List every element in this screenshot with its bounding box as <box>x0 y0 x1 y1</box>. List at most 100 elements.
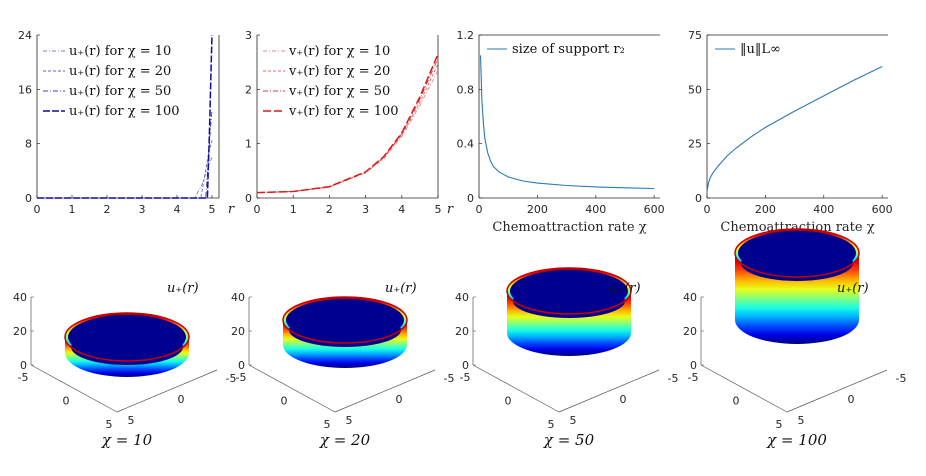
series-line <box>706 66 883 192</box>
cylinder-rim <box>282 296 408 344</box>
legend-entry: u₊(r) for χ = 50 <box>69 84 171 99</box>
cylinder-floor <box>741 245 853 281</box>
legend-entry: v₊(r) for χ = 50 <box>288 84 390 99</box>
series-line <box>37 109 213 199</box>
legend-entry: v₊(r) for χ = 20 <box>288 64 390 79</box>
x-tick-label: -5 <box>18 371 29 384</box>
x-tick-label: 0 <box>505 395 512 408</box>
z-axis-label: u₊(r) <box>609 281 641 296</box>
panel-caption: χ = 100 <box>766 431 827 449</box>
y-tick-label: 0 <box>245 192 252 205</box>
x-tick-label: 600 <box>872 203 893 216</box>
x-tick-label: 0 <box>476 203 483 216</box>
cylinder-rim <box>734 228 860 278</box>
cylinder-outer-wall <box>507 291 631 356</box>
y-tick-label: 0 <box>396 393 403 406</box>
y-tick-label: 0 <box>178 393 185 406</box>
y-tick-label: 5 <box>128 414 135 427</box>
floor-edge-front-left <box>472 364 560 413</box>
y-tick-label: 0.8 <box>457 83 475 96</box>
series-line <box>37 34 213 199</box>
z-tick-label: 20 <box>455 325 469 338</box>
x-tick-label: 1 <box>290 203 297 216</box>
chart-support-size: 0 200 400 600 0 0.4 0.8 1.2 Chemoattraction rate… <box>457 29 665 235</box>
x-tick-label: -5 <box>236 371 247 384</box>
y-tick-label: 5 <box>798 414 805 427</box>
z-tick-label: 20 <box>683 325 697 338</box>
cylinder-rim <box>506 267 632 315</box>
x-tick-label: 5 <box>435 203 442 216</box>
z-tick-label: 0 <box>20 359 27 372</box>
x-axis-label: r <box>447 202 454 217</box>
y-tick-label: -5 <box>226 372 237 385</box>
x-tick-label: 5 <box>776 418 783 431</box>
y-tick-label: 5 <box>570 414 577 427</box>
y-tick-label: 0 <box>25 192 32 205</box>
x-axis-label: r <box>228 202 235 217</box>
floor-edge-front-right <box>334 369 436 413</box>
y-tick-label: -5 <box>668 372 679 385</box>
y-tick-label: 0.4 <box>457 138 475 151</box>
x-tick-label: 0 <box>704 203 711 216</box>
z-tick-label: 40 <box>13 291 27 304</box>
z-tick-label: 40 <box>231 291 245 304</box>
x-axis-label: Chemoattraction rate χ <box>720 220 874 235</box>
x-tick-label: 5 <box>209 203 216 216</box>
y-tick-label: -5 <box>896 372 907 385</box>
x-axis-label: Chemoattraction rate χ <box>492 220 646 235</box>
y-tick-label: -5 <box>444 372 455 385</box>
x-tick-label: 3 <box>362 203 369 216</box>
x-tick-label: 200 <box>755 203 776 216</box>
cylinder-floor <box>71 329 183 365</box>
z-tick-label: 20 <box>13 325 27 338</box>
chart-sup-norm: 0 200 400 600 0 25 50 75 Chemoattraction rate χ ‖… <box>688 29 893 235</box>
floor-edge-front-right <box>558 369 660 413</box>
x-tick-label: 3 <box>139 203 146 216</box>
panel-caption: χ = 20 <box>319 431 371 449</box>
y-tick-label: 1 <box>245 138 252 151</box>
y-tick-label: 0 <box>467 192 474 205</box>
x-tick-label: -5 <box>460 371 471 384</box>
y-tick-label: 8 <box>25 138 32 151</box>
x-tick-label: 0 <box>733 395 740 408</box>
y-tick-label: 0 <box>695 192 702 205</box>
x-tick-label: 5 <box>548 418 555 431</box>
series-line <box>256 53 439 194</box>
x-tick-label: 5 <box>324 418 331 431</box>
y-tick-label: 0 <box>848 393 855 406</box>
floor-edge-front-left <box>248 364 336 413</box>
x-tick-label: 1 <box>69 203 76 216</box>
y-tick-label: 75 <box>688 29 702 42</box>
series-line <box>37 157 213 199</box>
panel-caption: χ = 50 <box>543 431 595 449</box>
y-tick-label: 50 <box>688 83 702 96</box>
floor-edge-front-right <box>786 369 888 413</box>
floor-edge-front-left <box>700 364 788 413</box>
x-tick-label: 200 <box>527 203 548 216</box>
z-tick-label: 40 <box>683 291 697 304</box>
z-axis-label: u₊(r) <box>167 281 199 296</box>
y-tick-label: 5 <box>346 414 353 427</box>
x-tick-label: 600 <box>644 203 665 216</box>
y-tick-label: 3 <box>245 29 252 42</box>
y-tick-label: 24 <box>18 29 32 42</box>
z-tick-label: 0 <box>238 359 245 372</box>
series-line <box>37 140 213 199</box>
x-tick-label: 0 <box>254 203 261 216</box>
chart-v-profiles: 0 1 2 3 4 5 0 1 2 3 r v₊(r) for χ = 10 v₊(r) for χ =… <box>245 29 454 217</box>
x-tick-label: 400 <box>813 203 834 216</box>
x-tick-label: 5 <box>106 418 113 431</box>
x-tick-label: 0 <box>63 395 70 408</box>
legend-entry: ‖u‖L∞ <box>740 42 781 57</box>
legend-entry: v₊(r) for χ = 100 <box>288 104 399 119</box>
legend-entry: v₊(r) for χ = 10 <box>288 44 390 59</box>
x-tick-label: 4 <box>174 203 181 216</box>
cylinder-rim <box>64 312 190 362</box>
y-tick-label: 1.2 <box>457 29 475 42</box>
y-tick-label: 0 <box>620 393 627 406</box>
x-tick-label: 400 <box>585 203 606 216</box>
